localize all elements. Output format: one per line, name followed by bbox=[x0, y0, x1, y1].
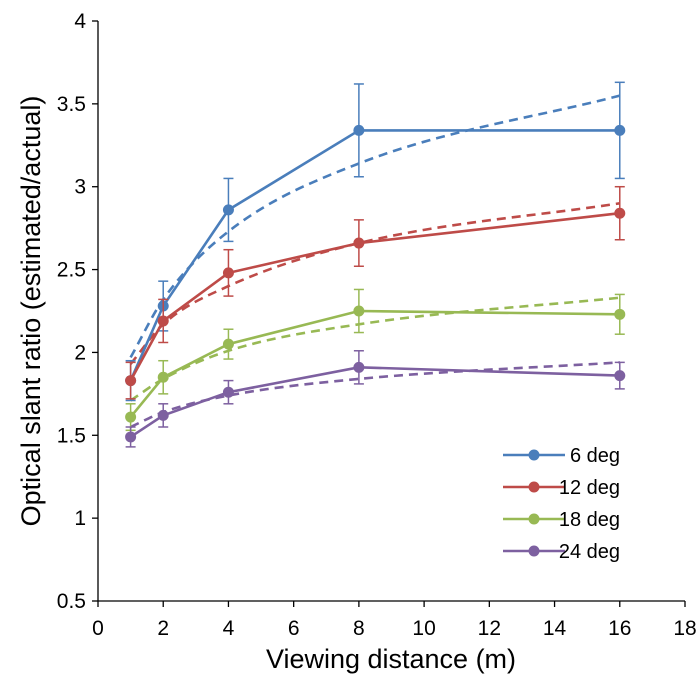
fit-curve-6-deg bbox=[129, 94, 621, 359]
x-tick-label: 16 bbox=[608, 617, 631, 640]
y-axis-title: Optical slant ratio (estimated/actual) bbox=[16, 96, 46, 527]
y-tick-label: 3.5 bbox=[57, 93, 86, 116]
y-tick-label: 4 bbox=[74, 10, 86, 33]
data-point-12-deg bbox=[125, 375, 137, 387]
data-point-18-deg bbox=[614, 308, 626, 320]
y-tick-label: 2.5 bbox=[57, 259, 86, 282]
fit-curve-18-deg bbox=[129, 296, 620, 402]
data-point-24-deg bbox=[125, 431, 137, 443]
y-tick-label: 0.5 bbox=[57, 590, 86, 613]
data-point-6-deg bbox=[614, 124, 626, 136]
x-tick-label: 12 bbox=[478, 617, 501, 640]
y-tick-label: 2 bbox=[74, 341, 86, 364]
legend-label-6-deg: 6 deg bbox=[570, 445, 620, 467]
data-point-12-deg bbox=[222, 267, 234, 279]
y-tick-label: 1.5 bbox=[57, 424, 86, 447]
x-tick-label: 4 bbox=[223, 617, 235, 640]
data-point-18-deg bbox=[222, 338, 234, 350]
data-point-12-deg bbox=[157, 315, 169, 327]
legend-label-18-deg: 18 deg bbox=[559, 509, 620, 531]
y-tick-label: 1 bbox=[74, 507, 86, 530]
x-tick-label: 14 bbox=[543, 617, 567, 640]
legend-label-12-deg: 12 deg bbox=[559, 477, 620, 499]
x-tick-label: 6 bbox=[288, 617, 300, 640]
data-point-6-deg bbox=[353, 124, 365, 136]
x-tick-label: 2 bbox=[157, 617, 169, 640]
legend-marker-18-deg bbox=[528, 513, 540, 525]
data-point-24-deg bbox=[157, 409, 169, 421]
series-line-24-deg bbox=[129, 365, 620, 438]
data-point-18-deg bbox=[157, 371, 169, 383]
legend-marker-6-deg bbox=[528, 449, 540, 461]
legend-label-24-deg: 24 deg bbox=[559, 541, 620, 563]
data-point-18-deg bbox=[125, 411, 137, 423]
x-tick-label: 10 bbox=[412, 617, 435, 640]
x-tick-label: 8 bbox=[353, 617, 365, 640]
x-axis-title: Viewing distance (m) bbox=[266, 644, 516, 674]
fit-curve-12-deg bbox=[129, 202, 620, 365]
data-point-24-deg bbox=[353, 361, 365, 373]
legend-marker-12-deg bbox=[528, 481, 540, 493]
data-point-12-deg bbox=[614, 207, 626, 219]
y-tick-label: 3 bbox=[74, 176, 86, 199]
legend: 6 deg 12 deg 18 deg 24 deg bbox=[503, 445, 620, 563]
data-point-18-deg bbox=[353, 305, 365, 317]
data-point-6-deg bbox=[222, 204, 234, 216]
data-series bbox=[125, 81, 626, 448]
data-point-12-deg bbox=[353, 237, 365, 249]
x-tick-label: 18 bbox=[673, 617, 696, 640]
x-tick-label: 0 bbox=[92, 617, 104, 640]
fit-lines bbox=[129, 94, 621, 429]
legend-marker-24-deg bbox=[528, 545, 540, 557]
data-point-24-deg bbox=[614, 370, 626, 382]
axes: 0 2 4 6 8 10 12 14 16 18 0.5 1 1.5 2 2.5 3 3.5 4 bbox=[57, 10, 697, 640]
series-line-6-deg bbox=[129, 129, 620, 382]
data-point-24-deg bbox=[222, 386, 234, 398]
